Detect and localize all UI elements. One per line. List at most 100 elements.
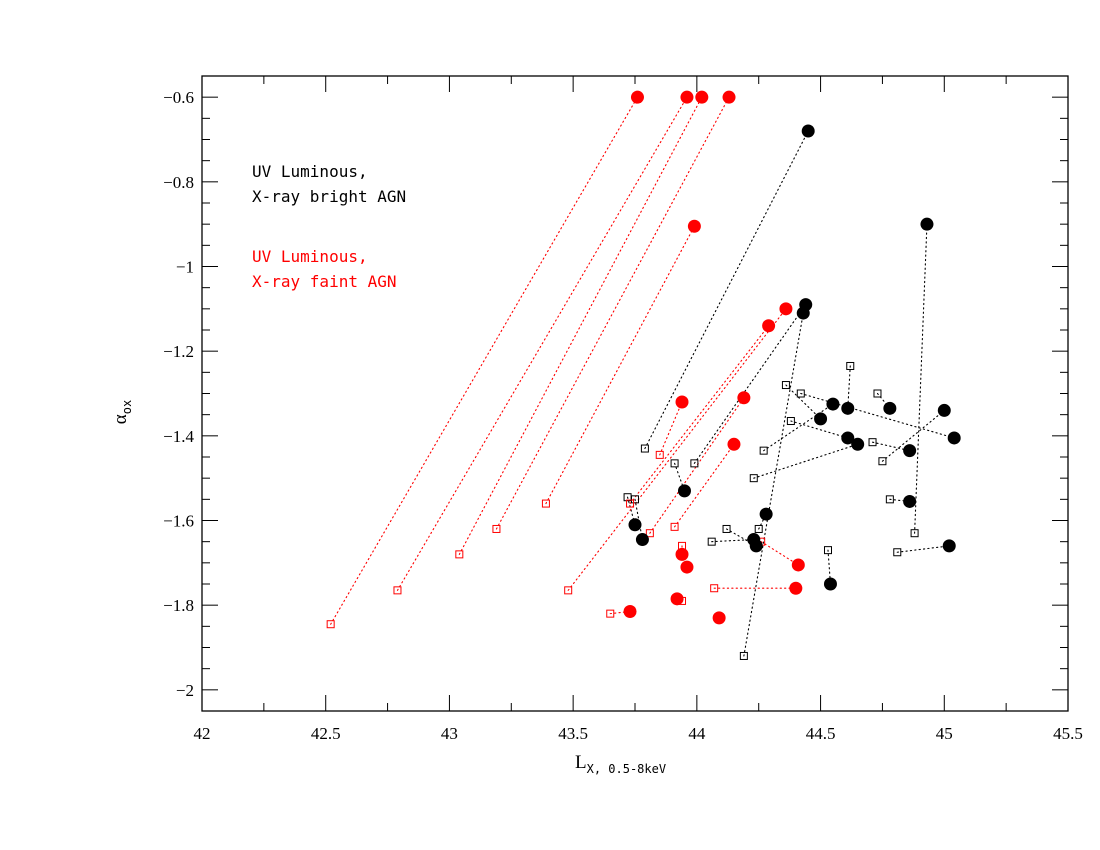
connector-line: [545, 225, 695, 505]
open-marker: [722, 524, 731, 533]
x-axis-title: LX, 0.5-8keV: [575, 752, 666, 776]
y-tick-label: −1: [176, 258, 194, 277]
open-marker: [759, 446, 768, 455]
connector-line: [896, 545, 950, 553]
connector-line: [330, 96, 639, 625]
filled-marker: [920, 217, 934, 231]
y-tick-label: −1.6: [163, 512, 194, 531]
filled-marker: [680, 560, 694, 574]
connector-line: [609, 610, 631, 615]
open-marker: [781, 381, 790, 390]
connector-line: [881, 409, 945, 462]
filled-marker: [937, 403, 951, 417]
open-marker: [878, 457, 887, 466]
open-marker: [873, 389, 882, 398]
open-markers: [326, 361, 919, 660]
open-marker: [626, 499, 635, 508]
open-marker: [640, 444, 649, 453]
filled-marker: [903, 494, 917, 508]
open-marker: [846, 361, 855, 370]
filled-marker: [883, 401, 897, 415]
connector-line: [785, 384, 822, 420]
filled-marker: [947, 431, 961, 445]
connector-line: [889, 498, 911, 503]
x-tick-label: 45: [936, 724, 953, 743]
filled-marker: [680, 90, 694, 104]
y-tick-label: −0.8: [163, 173, 194, 192]
filled-marker: [762, 319, 776, 333]
open-marker: [564, 586, 573, 595]
open-marker: [606, 609, 615, 618]
connector-line: [627, 496, 636, 526]
connector-line: [790, 420, 849, 439]
connector-line: [827, 549, 832, 585]
open-marker: [739, 651, 748, 660]
open-marker: [492, 524, 501, 533]
y-tick-labels: −0.6 −0.8 −1 −1.2 −1.4 −1.6 −1.8 −2: [163, 88, 194, 700]
filled-marker: [675, 395, 689, 409]
filled-marker: [675, 547, 689, 561]
open-marker: [749, 474, 758, 483]
x-tick-label: 45.5: [1053, 724, 1083, 743]
filled-marker: [635, 533, 649, 547]
open-marker: [655, 450, 664, 459]
filled-marker: [851, 437, 865, 451]
connector-line: [763, 403, 834, 452]
connector-line: [743, 312, 804, 657]
open-marker: [786, 417, 795, 426]
y-tick-label: −1.8: [163, 596, 194, 615]
open-marker: [796, 389, 805, 398]
connector-line: [725, 528, 757, 547]
open-marker: [455, 550, 464, 559]
filled-marker: [823, 577, 837, 591]
open-marker: [690, 459, 699, 468]
open-marker: [670, 459, 679, 468]
open-marker: [393, 586, 402, 595]
y-tick-label: −2: [176, 681, 194, 700]
filled-marker: [814, 412, 828, 426]
filled-markers: [623, 90, 961, 625]
open-marker: [541, 499, 550, 508]
connector-lines: [330, 96, 955, 657]
open-marker: [670, 522, 679, 531]
filled-marker: [903, 444, 917, 458]
filled-marker: [695, 90, 709, 104]
connector-line: [396, 96, 688, 591]
connector-line: [644, 130, 809, 450]
y-axis-title: αox: [110, 400, 134, 424]
connector-line: [876, 392, 891, 409]
filled-marker: [722, 90, 736, 104]
filled-marker: [670, 592, 684, 606]
filled-marker: [796, 306, 810, 320]
legend-line-black-1: UV Luminous,: [252, 162, 368, 181]
filled-marker: [630, 90, 644, 104]
connector-line: [674, 443, 735, 528]
connector-line: [753, 443, 859, 479]
connector-line: [674, 462, 686, 492]
legend: UV Luminous, X-ray bright AGN UV Luminou…: [252, 162, 406, 291]
open-marker: [326, 620, 335, 629]
filled-marker: [727, 437, 741, 451]
filled-marker: [942, 539, 956, 553]
connector-line: [760, 541, 799, 566]
open-marker: [823, 546, 832, 555]
filled-marker: [623, 605, 637, 619]
open-marker: [710, 584, 719, 593]
legend-line-red-2: X-ray faint AGN: [252, 272, 397, 291]
filled-marker: [841, 401, 855, 415]
axis-ticks: [201, 76, 1069, 711]
filled-marker: [759, 507, 773, 521]
filled-marker: [712, 611, 726, 625]
y-tick-label: −0.6: [163, 88, 194, 107]
open-marker: [645, 529, 654, 538]
filled-marker: [801, 124, 815, 138]
filled-marker: [737, 391, 751, 405]
connector-line: [629, 325, 770, 505]
y-tick-label: −1.4: [163, 427, 194, 446]
filled-marker: [791, 558, 805, 572]
filled-marker: [687, 219, 701, 233]
filled-marker: [677, 484, 691, 498]
x-tick-label: 44: [688, 724, 706, 743]
connector-line: [659, 401, 683, 456]
open-marker: [910, 529, 919, 538]
